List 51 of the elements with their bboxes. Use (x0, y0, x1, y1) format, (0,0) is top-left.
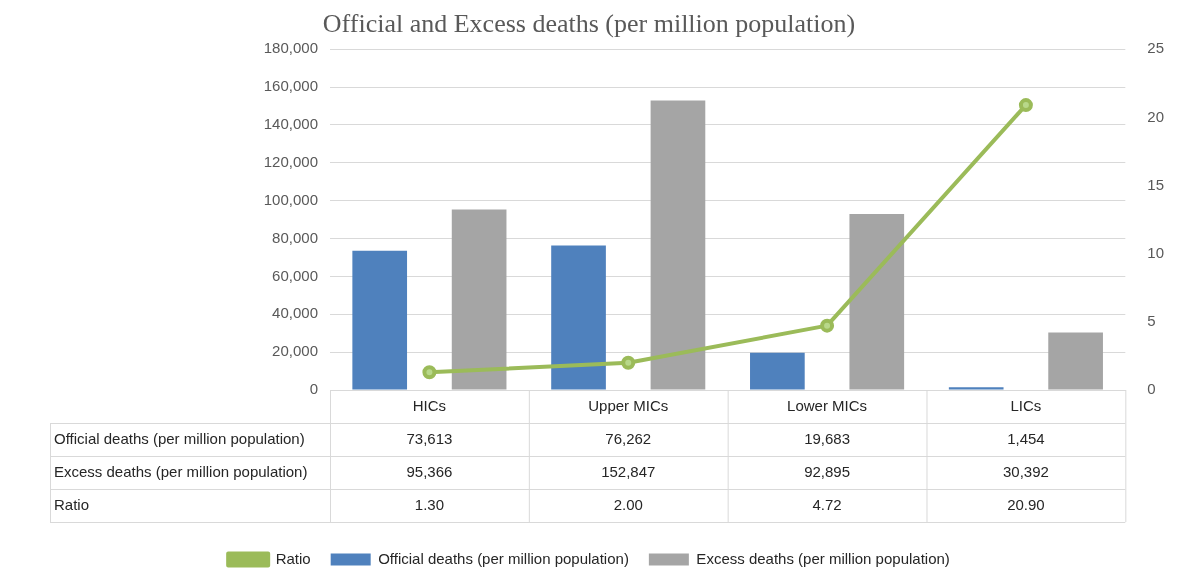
text: Official deaths (per million population) (54, 429, 305, 447)
bar (849, 214, 905, 390)
data-label: 30,392 (1002, 462, 1049, 480)
bar (650, 100, 706, 390)
x-tick-label: LICs (1010, 397, 1042, 415)
y2-tick-label: 10 (1147, 243, 1164, 261)
y2-tick-label: 20 (1147, 107, 1164, 125)
y2-tick-label: 0 (1147, 380, 1156, 398)
y2-tick-label: 5 (1147, 311, 1156, 329)
legend-label: Official deaths (per million population) (378, 549, 629, 567)
data-label: 19,683 (804, 429, 851, 447)
y-tick-label: 180,000 (263, 39, 318, 57)
bar (352, 250, 408, 390)
data-label: 1,454 (1007, 429, 1045, 447)
y-tick-label: 100,000 (263, 190, 318, 208)
data-label: 92,895 (804, 462, 851, 480)
y-tick-label: 80,000 (272, 228, 318, 246)
chart-title: Official and Excess deaths (per million population) (322, 9, 856, 39)
bar (750, 352, 805, 390)
data-label: 1.30 (414, 495, 445, 513)
y-tick-label: 120,000 (263, 152, 318, 170)
y-tick-label: 140,000 (263, 115, 318, 133)
data-label: 4.72 (812, 495, 842, 513)
point (422, 365, 437, 380)
y2-tick-label: 15 (1147, 175, 1164, 193)
point (621, 355, 636, 370)
legend-label: Excess deaths (per million population) (696, 549, 950, 567)
bar (551, 245, 606, 390)
y-tick-label: 40,000 (272, 304, 318, 322)
legend-label: Ratio (275, 549, 311, 567)
point (1018, 98, 1033, 113)
data-label: 20.90 (1007, 495, 1045, 513)
x-tick-label: HICs (412, 397, 447, 415)
y2-tick-label: 25 (1147, 39, 1164, 57)
data-label: 152,847 (601, 462, 656, 480)
bar (1048, 332, 1103, 390)
y-tick-label: 160,000 (263, 77, 318, 95)
x-tick-label: Upper MICs (588, 397, 669, 415)
data-label: 73,613 (406, 429, 453, 447)
data-label: 95,366 (406, 462, 453, 480)
data-label: 76,262 (605, 429, 652, 447)
data-label: 2.00 (613, 495, 643, 513)
text: Ratio (54, 495, 90, 513)
x-tick-label: Lower MICs (787, 397, 868, 415)
bar (451, 209, 507, 390)
y-tick-label: 0 (309, 380, 318, 398)
y-tick-label: 60,000 (272, 266, 318, 284)
text: Excess deaths (per million population) (54, 462, 308, 480)
y-tick-label: 20,000 (272, 342, 318, 360)
bar (948, 387, 1004, 390)
point (820, 318, 835, 333)
